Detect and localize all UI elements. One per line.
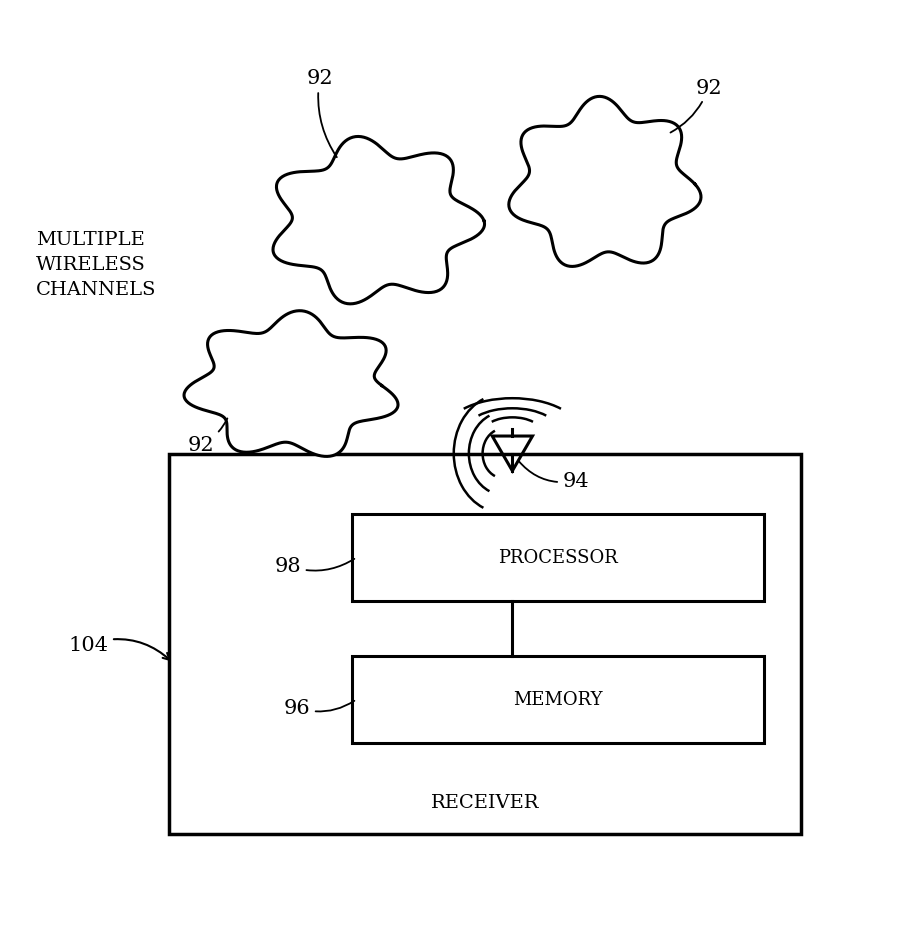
Text: 92: 92 (307, 70, 337, 158)
Text: MEMORY: MEMORY (514, 690, 602, 708)
Polygon shape (509, 97, 701, 267)
Polygon shape (184, 312, 398, 457)
Text: 92: 92 (671, 79, 723, 134)
Text: RECEIVER: RECEIVER (431, 793, 539, 811)
Bar (169, 455, 801, 834)
Bar (352, 514, 764, 601)
Text: 92: 92 (188, 419, 227, 455)
Text: MULTIPLE
WIRELESS
CHANNELS: MULTIPLE WIRELESS CHANNELS (36, 231, 156, 299)
Text: PROCESSOR: PROCESSOR (498, 548, 618, 567)
Text: 104: 104 (68, 635, 170, 660)
Text: 98: 98 (274, 557, 355, 575)
Bar (352, 656, 764, 743)
Polygon shape (273, 137, 484, 304)
Text: 94: 94 (518, 461, 590, 491)
Text: 96: 96 (284, 698, 355, 717)
